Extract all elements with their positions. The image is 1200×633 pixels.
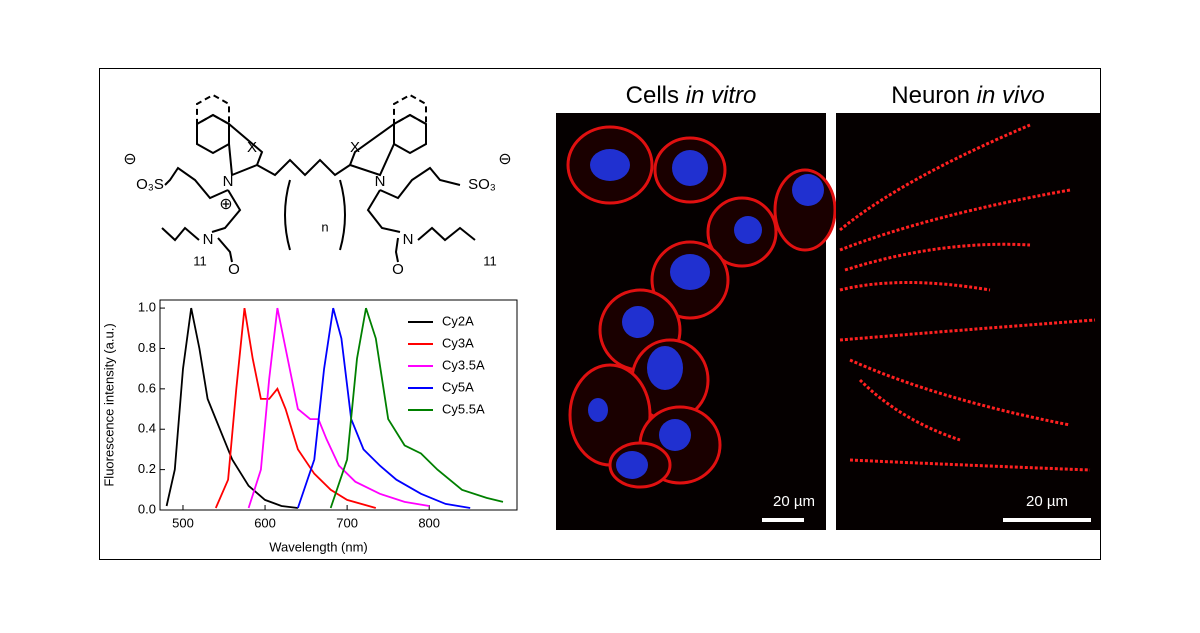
y-axis-label: Fluorescence intensity (a.u.) [101, 323, 116, 486]
image-title: Cells in vitro [626, 82, 757, 109]
legend-label: Cy3A [442, 335, 474, 350]
structure-label: ⊖ [123, 151, 136, 168]
structure-label: N [375, 173, 386, 190]
structure-label: 11 [193, 253, 207, 268]
x-tick-label: 500 [172, 515, 194, 530]
y-tick-label: 0.4 [138, 421, 156, 436]
y-tick-label: 0.6 [138, 380, 156, 395]
structure-label: 11 [483, 253, 497, 268]
scale-bar [762, 518, 804, 522]
neurites [839, 123, 1096, 472]
y-tick-label: 0.2 [138, 461, 156, 476]
x-tick-label: 600 [254, 515, 276, 530]
structure-label: N [403, 231, 414, 248]
spectrum-line [297, 307, 471, 509]
legend-label: Cy5A [442, 379, 474, 394]
structure-label: ⊕ [219, 196, 232, 213]
nuclei [588, 149, 824, 479]
structure-label: X [247, 139, 257, 156]
structure-label: O [392, 261, 404, 278]
spectrum-line [329, 307, 504, 509]
spectrum-line [214, 307, 377, 509]
scale-bar [1003, 518, 1091, 522]
plot-frame [159, 299, 518, 511]
title-text: Neuron [891, 82, 970, 109]
y-tick-label: 1.0 [138, 300, 156, 315]
y-tick-label: 0.0 [138, 501, 156, 516]
image-title: Neuron in vivo [891, 82, 1044, 109]
structure-label: O [228, 261, 240, 278]
legend-label: Cy2A [442, 313, 474, 328]
scale-bar-label: 20 µm [773, 493, 815, 510]
structure-label: N [203, 231, 214, 248]
scale-bar-label: 20 µm [1026, 493, 1068, 510]
structure-label: n [321, 219, 328, 234]
spectrum-line [165, 307, 299, 509]
title-italic: in vitro [686, 82, 757, 109]
structure-label: X [350, 139, 360, 156]
structure-bonds [161, 93, 476, 263]
y-tick-label: 0.8 [138, 340, 156, 355]
legend-label: Cy5.5A [442, 401, 485, 416]
structure-label: ⊖ [498, 151, 511, 168]
x-tick-label: 800 [418, 515, 440, 530]
structure-label: O₃S [136, 176, 164, 193]
spectrum-line [247, 307, 430, 509]
legend-label: Cy3.5A [442, 357, 485, 372]
title-italic: in vivo [977, 82, 1045, 109]
structure-label: N [223, 173, 234, 190]
x-tick-label: 700 [336, 515, 358, 530]
x-axis-label: Wavelength (nm) [269, 539, 368, 554]
structure-label: SO₃ [468, 176, 496, 193]
title-text: Cells [626, 82, 679, 109]
